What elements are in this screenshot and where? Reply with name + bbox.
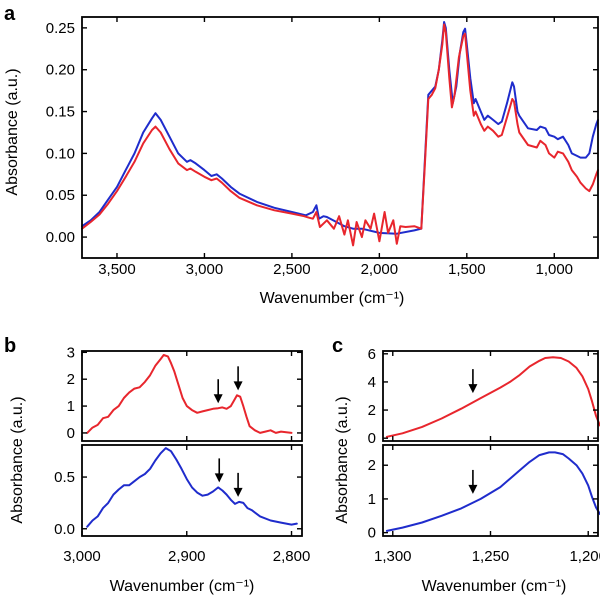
ytick-label: 6 — [368, 346, 376, 363]
ytick-label: 0.10 — [46, 145, 75, 162]
panel-letter-b: b — [4, 335, 16, 357]
ytick-label: 2 — [67, 371, 75, 388]
panel-b-top: 0 1 2 3 — [67, 344, 303, 442]
xtick-label: 1,000 — [535, 261, 573, 278]
arrow-b-bottom-1 — [214, 458, 224, 483]
ytick-label: 4 — [368, 374, 376, 391]
series-c-top-red — [385, 356, 600, 438]
xtick-label: 1,500 — [448, 261, 486, 278]
ytick-label: 0 — [368, 430, 376, 447]
ylabel-b: Absorbance (a.u.) — [9, 396, 26, 523]
plot-frame-c-top — [382, 350, 599, 442]
plot-frame-b-top — [81, 350, 303, 442]
series-b-bottom-blue — [86, 447, 298, 528]
xtick-label: 2,900 — [168, 548, 206, 565]
xtick-label: 1,300 — [374, 548, 412, 565]
panel-a: 0.00 0.05 0.10 0.15 0.20 0.25 3,500 3,000 2,500 2… — [46, 16, 599, 278]
xtick-label: 3,000 — [63, 548, 101, 565]
xlabel-a: Wavenumber (cm⁻¹) — [260, 290, 405, 307]
xtick-label: 1,250 — [472, 548, 510, 565]
arrow-b-bottom-2 — [233, 472, 243, 497]
series-b-top-red — [86, 354, 293, 434]
ytick-label: 2 — [368, 457, 376, 474]
arrow-c-bottom-1 — [468, 469, 478, 494]
plot-frame-c-bottom — [382, 444, 599, 537]
ytick-label: 3 — [67, 344, 75, 361]
ytick-label: 0.5 — [54, 469, 75, 486]
plot-frame-a — [81, 16, 599, 259]
arrow-c-top-1 — [468, 369, 478, 394]
ytick-label: 2 — [368, 402, 376, 419]
ytick-label: 0.0 — [54, 521, 75, 538]
xtick-label: 3,000 — [186, 261, 224, 278]
xlabel-b: Wavenumber (cm⁻¹) — [110, 578, 255, 595]
ytick-label: 1 — [368, 491, 376, 508]
panel-c-top: 0 2 4 6 — [368, 346, 600, 447]
ylabel-c: Absorbance (a.u.) — [334, 396, 351, 523]
xtick-label: 2,500 — [273, 261, 311, 278]
ytick-label: 0 — [67, 425, 75, 442]
ylabel-a: Absorbance (a.u.) — [4, 68, 21, 195]
xtick-label: 1,200 — [569, 548, 600, 565]
ytick-label: 0.25 — [46, 20, 75, 37]
ytick-label: 0.00 — [46, 229, 75, 246]
arrow-b-top-1 — [213, 379, 223, 404]
xtick-label: 2,800 — [273, 548, 311, 565]
xtick-label: 3,500 — [98, 261, 136, 278]
series-a-blue — [81, 21, 599, 235]
plot-frame-b-bottom — [81, 444, 303, 537]
ytick-label: 0.15 — [46, 104, 75, 121]
xtick-label: 2,000 — [361, 261, 399, 278]
arrow-b-top-2 — [233, 366, 243, 391]
ytick-label: 0.05 — [46, 187, 75, 204]
panel-letter-a: a — [4, 3, 16, 25]
panel-letter-c: c — [332, 335, 343, 357]
ytick-label: 0 — [368, 525, 376, 542]
panel-c-bottom: 0 1 2 1,300 1,250 1,200 — [368, 444, 600, 565]
panel-b-bottom: 0.0 0.5 3,000 2,900 2,800 — [54, 444, 311, 565]
chart-panels: 0.000.050.100.150.200.253,500 3,000 2,500 2… — [46, 16, 600, 565]
ytick-label: 1 — [67, 398, 75, 415]
xlabel-c: Wavenumber (cm⁻¹) — [422, 578, 567, 595]
series-a-red — [81, 23, 599, 247]
series-c-bottom-blue — [385, 451, 600, 532]
ytick-label: 0.20 — [46, 62, 75, 79]
